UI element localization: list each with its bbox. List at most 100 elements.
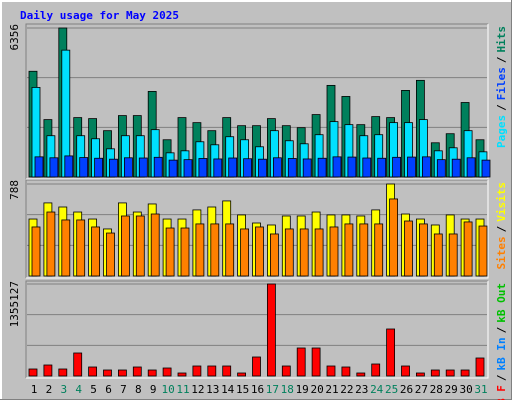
bar xyxy=(177,372,187,377)
legend-entry: Visits xyxy=(495,182,508,222)
bar xyxy=(466,157,476,178)
legend-separator: / xyxy=(495,56,508,63)
bar xyxy=(198,158,208,178)
bar xyxy=(311,347,321,377)
bar xyxy=(317,157,327,178)
bar xyxy=(332,156,342,178)
bar xyxy=(478,225,488,277)
x-tick-label: 19 xyxy=(296,383,309,396)
x-tick-label: 5 xyxy=(90,383,97,396)
bar xyxy=(252,356,261,377)
x-tick-label: 21 xyxy=(325,383,338,396)
panel-bevel xyxy=(25,280,488,378)
bar xyxy=(451,158,461,178)
bar xyxy=(463,221,473,277)
bar xyxy=(153,156,163,178)
bar xyxy=(284,228,294,277)
bar xyxy=(76,219,86,277)
legend-entry: kB Out xyxy=(495,283,508,323)
panel-bevel xyxy=(26,281,489,379)
bar xyxy=(207,365,217,377)
bar xyxy=(165,227,175,277)
bar xyxy=(210,223,220,277)
bar xyxy=(28,368,38,377)
x-tick-label: 30 xyxy=(459,383,472,396)
bar xyxy=(121,215,130,277)
bar xyxy=(356,372,366,377)
legend-entry: Files xyxy=(495,67,508,100)
panel-bevel xyxy=(25,179,488,278)
bar xyxy=(46,211,56,277)
bar xyxy=(266,283,276,377)
x-tick-label: 22 xyxy=(340,383,353,396)
bar xyxy=(287,158,297,178)
bar xyxy=(64,155,74,178)
bar xyxy=(430,369,440,377)
x-tick-label: 10 xyxy=(161,383,174,396)
bar xyxy=(326,365,336,377)
bar xyxy=(222,365,232,377)
bar xyxy=(88,366,97,377)
y-tick-label: 788 xyxy=(8,180,21,200)
legend: Pages / Files / Hits xyxy=(495,26,508,148)
x-tick-label: 2 xyxy=(46,383,53,396)
x-tick-label: 26 xyxy=(400,383,413,396)
bar xyxy=(299,228,309,277)
bar xyxy=(344,223,354,277)
bar xyxy=(58,368,68,377)
bar xyxy=(79,157,89,178)
x-tick-label: 20 xyxy=(310,383,323,396)
legend-entry: Sites xyxy=(495,236,508,269)
x-tick-label: 9 xyxy=(150,383,157,396)
x-tick-label: 17 xyxy=(266,383,279,396)
x-tick-label: 18 xyxy=(281,383,294,396)
x-tick-label: 31 xyxy=(474,383,487,396)
bar xyxy=(195,223,205,277)
bar xyxy=(138,157,148,178)
bar xyxy=(168,159,178,178)
legend-separator: / xyxy=(495,225,508,232)
x-tick-label: 25 xyxy=(385,383,398,396)
x-tick-label: 8 xyxy=(135,383,142,396)
legend-separator: / xyxy=(495,374,508,381)
bar xyxy=(237,372,247,377)
bar xyxy=(192,365,202,377)
legend-entry: Pages xyxy=(495,115,508,148)
bar xyxy=(460,369,470,377)
bar xyxy=(103,369,112,377)
panel-bevel xyxy=(26,24,489,180)
x-tick-label: 12 xyxy=(191,383,204,396)
panel-bevel xyxy=(25,23,488,179)
bar xyxy=(386,328,396,377)
chart-title: Daily usage for May 2025 xyxy=(20,9,179,22)
bar xyxy=(162,367,172,377)
bar xyxy=(377,157,387,178)
bar xyxy=(240,228,250,277)
bar xyxy=(49,157,59,178)
bar xyxy=(213,158,223,178)
bar xyxy=(392,156,402,178)
bar xyxy=(183,159,193,178)
bar xyxy=(118,369,127,377)
bar xyxy=(371,363,381,377)
bar xyxy=(296,347,306,377)
bar xyxy=(228,157,238,178)
bar xyxy=(314,228,324,277)
x-tick-label: 7 xyxy=(120,383,127,396)
bar xyxy=(407,156,416,178)
y-tick-label: 6356 xyxy=(8,24,21,51)
bar xyxy=(362,157,372,178)
x-tick-label: 1 xyxy=(31,383,38,396)
bar xyxy=(31,226,41,277)
bar xyxy=(302,158,312,178)
bar xyxy=(389,198,399,277)
x-tick-label: 3 xyxy=(60,383,67,396)
x-tick-label: 24 xyxy=(370,383,384,396)
legend: kB F / kB In / kB Out xyxy=(495,283,508,400)
bar xyxy=(421,156,431,178)
bar xyxy=(374,223,384,277)
x-tick-label: 6 xyxy=(105,383,112,396)
